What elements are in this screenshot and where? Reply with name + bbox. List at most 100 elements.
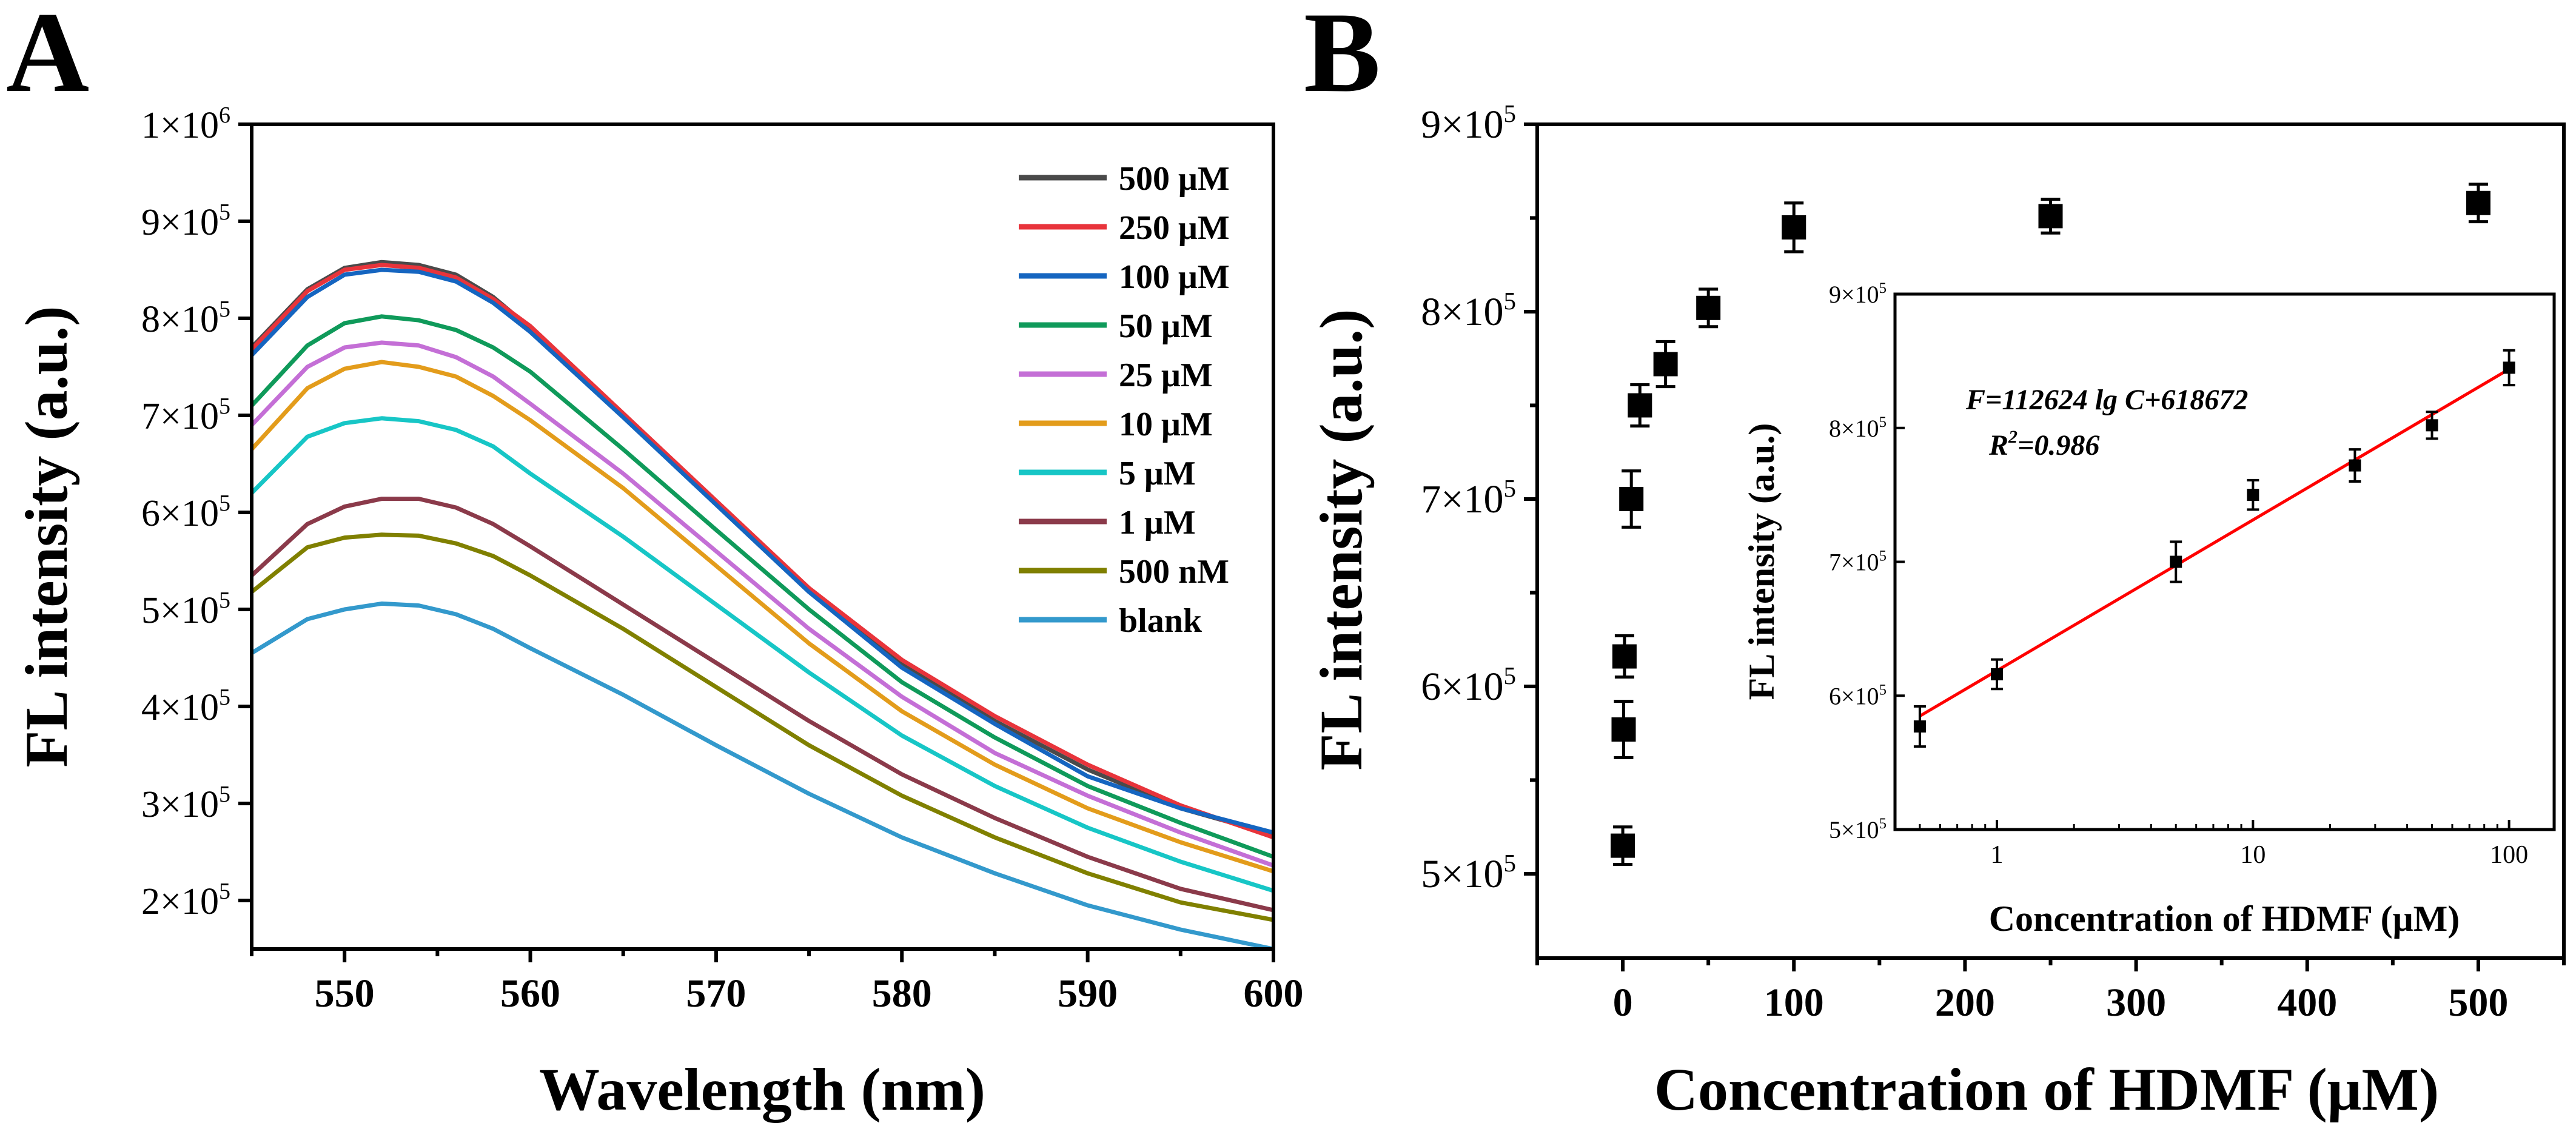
a-ytick-label-7: 9×105 (141, 200, 230, 243)
b-ytick-label-4: 9×105 (1421, 99, 1516, 147)
i-ytick-label-2-base: 7×10 (1829, 549, 1879, 576)
i-xtick-label-1: 10 (2240, 841, 2266, 869)
a-xtick-label-4: 590 (1058, 971, 1118, 1016)
series-line-2 (250, 267, 1274, 835)
series-line-5 (250, 360, 1275, 874)
i-ytick-label-4-exp: 5 (1879, 280, 1887, 297)
a-ytick-label-8-exp: 6 (219, 102, 230, 128)
a-ytick-label-7-exp: 5 (219, 200, 230, 225)
a-ytick-label-0-exp: 5 (219, 879, 230, 904)
series-line-8 (250, 532, 1274, 922)
legend-label-0: 500 μM (1119, 160, 1230, 198)
a-ytick-label-8-base: 1×10 (141, 105, 219, 146)
legend-label-2: 100 μM (1119, 258, 1230, 296)
b-ytick-label-1-base: 6×10 (1421, 665, 1503, 709)
i-ytick-label-2: 7×105 (1829, 548, 1887, 576)
inset-fit-line (1919, 367, 2510, 718)
b-ytick-label-3: 8×105 (1421, 287, 1516, 334)
legend-label-8: 500 nM (1119, 553, 1229, 591)
a-ytick-label-5-base: 7×10 (141, 396, 219, 437)
b-xtick-label-3: 300 (2106, 981, 2166, 1025)
panel-a-plot-frame (250, 122, 1275, 951)
a-xtick-label-0: 550 (315, 971, 375, 1016)
i-ytick-label-0-base: 5×10 (1829, 816, 1879, 843)
b-xtick-label-2: 200 (1935, 981, 1995, 1025)
panel-b-xlabel: Concentration of HDMF (μM) (1654, 1056, 2439, 1123)
legend-label-3: 50 μM (1119, 307, 1213, 345)
b-ytick-label-4-exp: 5 (1504, 99, 1517, 127)
panel-a-xlabel: Wavelength (nm) (539, 1056, 985, 1123)
panel-b: B 0 100 200 300 400 5005×1056×1057×1058×1059×… (1304, 0, 2566, 1123)
panel-a-label: A (6, 0, 89, 116)
i-data-point-3 (2247, 489, 2259, 501)
a-ytick-label-3-exp: 5 (219, 588, 230, 613)
series-line-6 (250, 416, 1275, 893)
inset-points (1913, 349, 2515, 748)
a-ytick-label-1-exp: 5 (219, 782, 230, 807)
b-data-point-8 (2038, 204, 2063, 229)
i-data-point-5 (2426, 419, 2438, 432)
b-ytick-label-0-base: 5×10 (1421, 852, 1503, 896)
i-data-point-2 (2170, 555, 2182, 568)
a-ytick-label-3-base: 5×10 (141, 590, 219, 631)
b-ytick-label-0: 5×105 (1421, 849, 1516, 896)
b-ytick-label-0-exp: 5 (1504, 849, 1517, 877)
b-data-point-0 (1611, 833, 1635, 858)
i-ytick-label-0-exp: 5 (1879, 816, 1887, 832)
a-ytick-label-6: 8×105 (141, 297, 230, 340)
i-ytick-label-1: 6×105 (1829, 682, 1887, 709)
i-ytick-label-3-exp: 5 (1879, 414, 1887, 431)
i-data-point-6 (2503, 361, 2515, 374)
inset-ylabel: FL intensity (a.u.) (1742, 423, 1782, 700)
series-line-7 (250, 497, 1274, 913)
b-xtick-label-1: 100 (1764, 981, 1824, 1025)
a-ytick-label-5: 7×105 (141, 394, 230, 437)
b-ytick-label-1: 6×105 (1421, 662, 1516, 709)
b-ytick-label-3-base: 8×10 (1421, 290, 1503, 334)
inset-r2: R2=0.986 (1988, 427, 2099, 461)
legend-label-4: 25 μM (1119, 357, 1213, 394)
series-line-4 (250, 340, 1275, 868)
i-ytick-label-4: 9×105 (1829, 280, 1887, 308)
b-xtick-label-0: 0 (1613, 981, 1633, 1025)
b-data-point-5 (1653, 352, 1678, 377)
i-ytick-label-1-exp: 5 (1879, 682, 1887, 698)
a-ytick-label-0: 2×105 (141, 879, 230, 922)
a-xtick-label-5: 600 (1244, 971, 1304, 1016)
panel-a: A 550 560 570 580 590 6002×1053×1054×1055×105… (6, 0, 1304, 1123)
a-ytick-label-0-base: 2×10 (141, 881, 219, 922)
i-xtick-label-0: 1 (1991, 841, 2004, 869)
inset-equation: F=112624 lg C+618672 (1965, 384, 2248, 416)
series-line-9 (250, 601, 1274, 951)
b-xtick-label-5: 500 (2448, 981, 2508, 1025)
a-ytick-label-1-base: 3×10 (141, 784, 219, 825)
b-ytick-label-2-base: 7×10 (1421, 477, 1503, 521)
b-ytick-label-2-exp: 5 (1504, 474, 1517, 502)
inset-r2-symbol: R (1988, 429, 2008, 461)
i-xtick-label-2: 100 (2490, 841, 2528, 869)
b-ytick-label-2: 7×105 (1421, 474, 1516, 521)
a-ytick-label-5-exp: 5 (219, 394, 230, 419)
series-line-3 (250, 314, 1275, 859)
panel-b-ylabel: FL intensity (a.u.) (1307, 309, 1375, 770)
panel-a-legend: 500 μM 250 μM 100 μM 50 μM 25 μM 10 μM 5 μM 1 μ… (1019, 160, 1230, 640)
i-data-point-0 (1913, 720, 1926, 733)
a-ytick-label-6-base: 8×10 (141, 299, 219, 340)
a-xtick-label-2: 570 (686, 971, 746, 1016)
legend-label-7: 1 μM (1119, 504, 1196, 542)
panel-a-ticks: 550 560 570 580 590 6002×1053×1054×1055×1056×… (141, 102, 1303, 1016)
a-ytick-label-6-exp: 5 (219, 297, 230, 322)
b-data-point-1 (1611, 717, 1636, 742)
a-ytick-label-2-base: 4×10 (141, 687, 219, 728)
panel-b-points (1611, 183, 2490, 867)
a-xtick-label-3: 580 (872, 971, 932, 1016)
panel-b-label: B (1304, 0, 1381, 116)
a-ytick-label-2: 4×105 (141, 685, 230, 728)
inset-r2-exponent: 2 (2008, 427, 2018, 447)
i-ytick-label-0: 5×105 (1829, 816, 1887, 843)
b-ytick-label-1-exp: 5 (1504, 662, 1517, 689)
legend-label-1: 250 μM (1119, 209, 1230, 247)
i-ytick-label-3-base: 8×10 (1829, 415, 1879, 442)
